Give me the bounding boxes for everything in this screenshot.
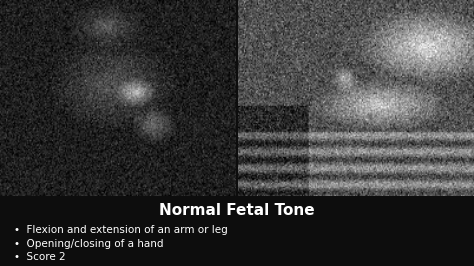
Text: Arm: Arm — [251, 24, 267, 39]
Text: Knee: Knee — [270, 72, 309, 87]
Text: Leg: Leg — [393, 24, 407, 44]
Text: Hand: Hand — [100, 72, 126, 98]
Text: Head: Head — [9, 37, 32, 70]
Text: •  Flexion and extension of an arm or leg: • Flexion and extension of an arm or leg — [14, 225, 228, 235]
Text: Longitudinal View: Longitudinal View — [5, 5, 158, 20]
Text: •  Score 2: • Score 2 — [14, 252, 66, 263]
Text: Longitudinal View: Longitudinal View — [246, 5, 400, 20]
Text: •  Opening/closing of a hand: • Opening/closing of a hand — [14, 239, 164, 249]
Text: Normal Fetal Tone: Normal Fetal Tone — [159, 203, 315, 218]
